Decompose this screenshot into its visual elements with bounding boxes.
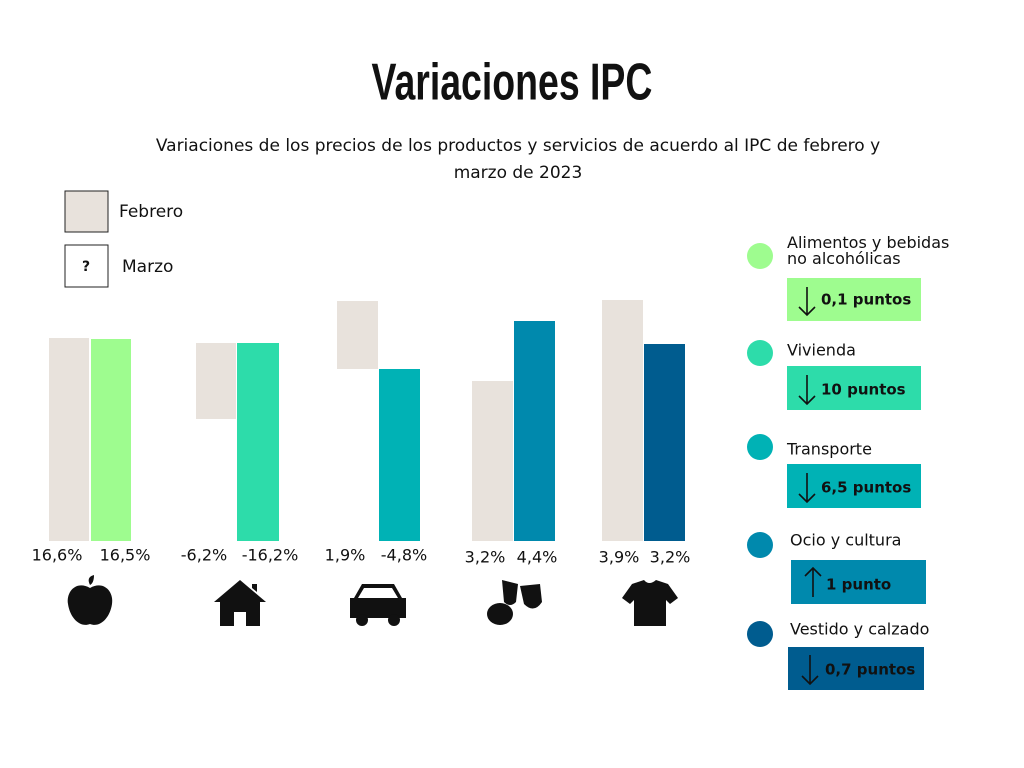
value-label: -6,2% <box>181 546 227 565</box>
bar-marzo <box>237 343 279 541</box>
arrow-down <box>801 655 819 686</box>
arrow-down <box>798 473 816 504</box>
icon-palette <box>487 603 513 625</box>
value-label: 3,2% <box>650 548 691 567</box>
change-label: 0,7 puntos <box>825 661 915 679</box>
value-label: 1,9% <box>325 546 366 565</box>
title: Variaciones IPC <box>372 53 653 112</box>
legend-symbol: ? <box>82 259 90 275</box>
icon-shirt <box>622 580 678 626</box>
text-line: no alcohólicas <box>787 249 901 268</box>
bar-febrero <box>337 301 378 369</box>
value-label: -4,8% <box>381 546 427 565</box>
value-label: 3,2% <box>465 548 506 567</box>
icon-house <box>214 580 266 626</box>
arrow-down <box>798 375 816 406</box>
value-label: 16,6% <box>32 546 83 565</box>
bar-marzo <box>91 339 131 541</box>
category-dot <box>747 434 773 460</box>
value-label: -16,2% <box>242 546 299 565</box>
text-line: Alimentos y bebidas <box>787 233 949 252</box>
arrows <box>798 287 822 686</box>
arrow-up <box>804 566 822 597</box>
bar-febrero <box>196 343 236 419</box>
bar-marzo <box>379 369 420 541</box>
legend-swatch <box>64 244 109 288</box>
bar-febrero <box>49 338 89 541</box>
category-name: Vestido y calzado <box>790 620 929 639</box>
value-label: 4,4% <box>517 548 558 567</box>
category-name: Alimentos y bebidas no alcohólicas <box>787 233 949 268</box>
change-label: 6,5 puntos <box>821 479 911 497</box>
category-name: Ocio y cultura <box>790 531 901 550</box>
legend-label: Marzo <box>122 257 173 277</box>
change-label: 0,1 puntos <box>821 291 911 309</box>
category-dot <box>747 243 773 269</box>
icon-car <box>350 584 406 618</box>
bar-febrero <box>602 300 643 541</box>
bar-marzo <box>644 344 685 541</box>
category-dot <box>747 340 773 366</box>
icons <box>67 575 678 626</box>
text-line: Variaciones de los precios de los produc… <box>156 136 880 156</box>
arrow-down <box>798 287 816 317</box>
category-name: Transporte <box>786 440 872 459</box>
legend-label: Febrero <box>119 202 183 222</box>
category-name: Vivienda <box>787 341 856 360</box>
icon-wheel <box>388 614 400 626</box>
bar-febrero <box>472 381 513 541</box>
category-dot <box>747 621 773 647</box>
value-label: 3,9% <box>599 548 640 567</box>
icon-masks <box>502 580 542 609</box>
legend-swatch <box>64 190 109 233</box>
category-dot <box>747 532 773 558</box>
change-label: 1 punto <box>826 576 891 594</box>
subtitle: Variaciones de los precios de los produc… <box>156 136 880 183</box>
change-label: 10 puntos <box>821 381 906 399</box>
bar-marzo <box>514 321 555 541</box>
value-label: 16,5% <box>100 546 151 565</box>
icon-wheel <box>356 614 368 626</box>
change-box <box>787 278 921 321</box>
text-line: marzo de 2023 <box>454 163 583 183</box>
icon-apple <box>67 575 113 625</box>
bars <box>49 300 685 541</box>
